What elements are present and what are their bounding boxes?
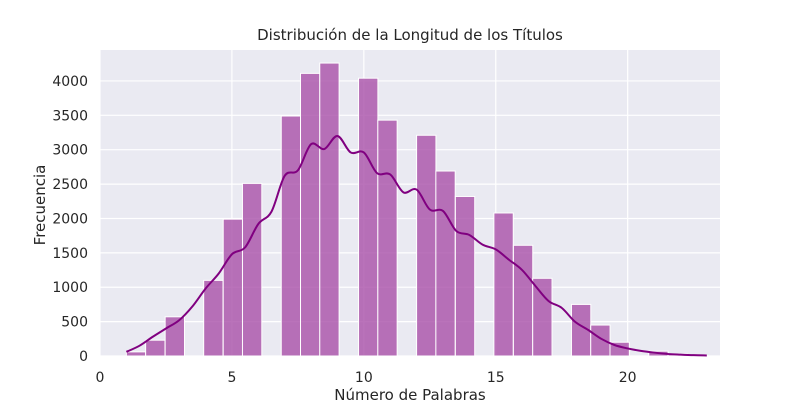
x-axis-label: Número de Palabras: [334, 386, 486, 400]
x-tick-label: 20: [619, 370, 637, 386]
histogram-bar: [125, 351, 147, 357]
histogram-bar: [222, 218, 244, 357]
kde-curve: [125, 134, 707, 357]
y-tick-label: 3500: [52, 108, 88, 124]
histogram-bar: [319, 62, 340, 357]
y-tick-label: 2000: [52, 211, 88, 227]
histogram-bar: [493, 212, 514, 357]
x-tick-label: 5: [227, 370, 236, 386]
y-axis-ticks: 0 500 1000 1500 2000 2500 3000 3500 4000: [52, 74, 88, 365]
histogram-bar: [300, 72, 321, 357]
chart-title: Distribución de la Longitud de los Títul…: [257, 26, 563, 44]
histogram-bar: [512, 244, 534, 357]
histogram-bar: [241, 182, 263, 357]
histogram-bar: [280, 115, 302, 357]
histogram-bar: [590, 324, 611, 357]
histogram-bar: [454, 195, 476, 357]
x-tick-label: 15: [487, 370, 505, 386]
histogram-bar: [377, 119, 398, 357]
y-tick-label: 2500: [52, 177, 88, 193]
y-tick-label: 4000: [52, 74, 88, 90]
x-tick-label: 10: [355, 370, 373, 386]
y-tick-label: 0: [79, 349, 88, 365]
x-axis-ticks: 0 5 10 15 20: [96, 370, 637, 386]
y-tick-label: 500: [61, 315, 88, 331]
histogram-bar: [358, 77, 379, 357]
y-tick-label: 1000: [52, 280, 88, 296]
y-tick-label: 3000: [52, 143, 88, 159]
histogram-bar: [416, 134, 437, 357]
histogram-bar: [203, 279, 224, 357]
x-tick-label: 0: [96, 370, 105, 386]
histogram-bar: [145, 339, 166, 357]
plot-background: [100, 50, 720, 356]
y-axis-label: Frecuencia: [31, 165, 49, 246]
histogram-bar: [435, 170, 456, 357]
y-tick-label: 1500: [52, 246, 88, 262]
histogram-bar: [532, 277, 553, 357]
